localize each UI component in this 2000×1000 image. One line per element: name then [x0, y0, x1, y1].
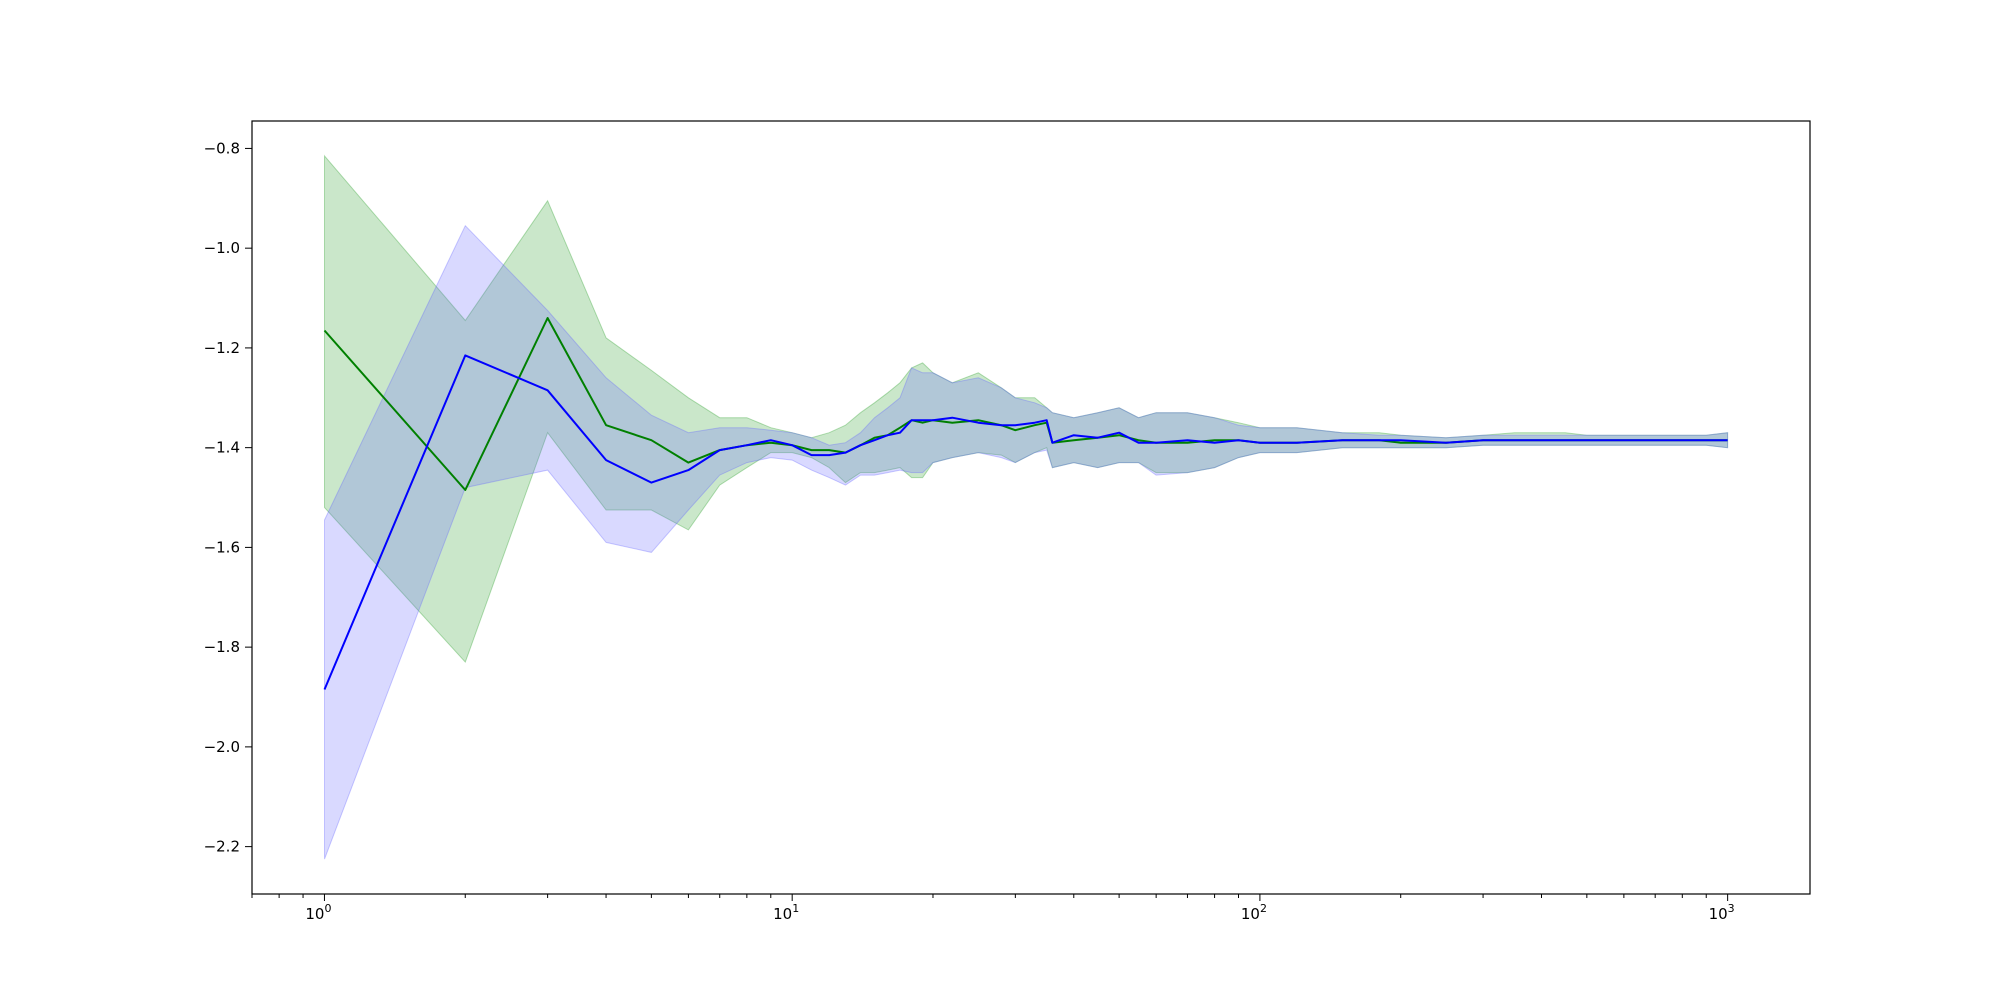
y-axis-ticks: −0.8 −1.0 −1.2 −1.4 −1.6 −1.8 −2.0 −2.2 [204, 139, 252, 856]
x-tick-label: 101 [773, 902, 799, 923]
y-tick-label: −2.0 [204, 738, 240, 756]
x-axis-ticks: 100 101 102 103 [251, 894, 1735, 923]
plot-frame [251, 120, 1811, 895]
y-tick-label: −1.2 [204, 339, 240, 357]
series-line-blue [323, 354, 1728, 690]
y-tick-label: −1.0 [204, 239, 240, 257]
band-blue [324, 224, 1729, 860]
y-tick-label: −1.8 [204, 638, 240, 656]
band-green [324, 154, 1729, 664]
y-tick-label: −1.6 [204, 538, 240, 556]
confidence-bands [324, 154, 1729, 860]
x-tick-label: 100 [305, 902, 331, 923]
y-tick-label: −1.4 [204, 439, 240, 457]
x-tick-label: 102 [1241, 902, 1267, 923]
series-lines [323, 317, 1728, 690]
y-tick-label: −0.8 [204, 139, 240, 157]
x-tick-label: 103 [1709, 902, 1735, 923]
y-tick-label: −2.2 [204, 838, 240, 856]
